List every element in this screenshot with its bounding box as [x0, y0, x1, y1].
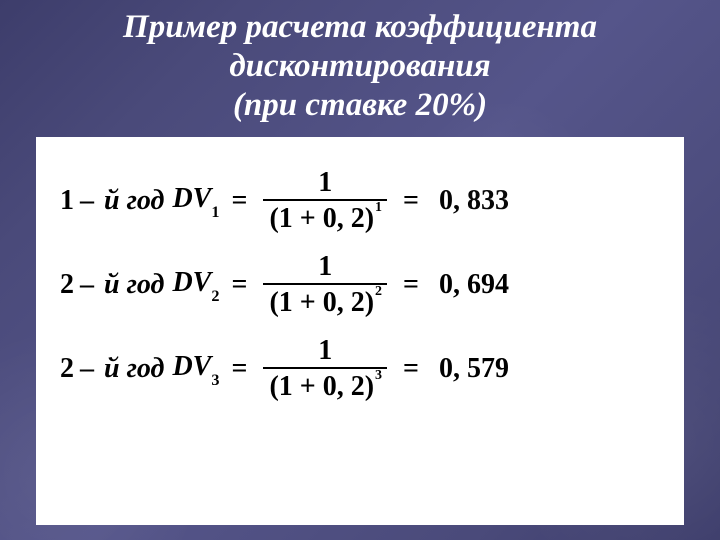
numerator: 1 [312, 253, 338, 283]
numerator: 1 [312, 337, 338, 367]
denominator: (1 + 0, 2)3 [263, 369, 387, 401]
numerator: 1 [312, 169, 338, 199]
equals-sign: = [403, 187, 419, 215]
equals-sign: = [231, 355, 247, 383]
title-line-3: (при ставке 20%) [233, 87, 487, 123]
slide-title: Пример расчета коэффициента дисконтирова… [0, 0, 720, 135]
year-number: 1 [60, 187, 74, 215]
dv-symbol: DV2 [172, 269, 219, 301]
year-number: 2 [60, 355, 74, 383]
dv-symbol: DV1 [172, 185, 219, 217]
formula-panel: 1 – й год DV1 = 1 (1 + 0, 2)1 = 0, 833 2… [36, 137, 684, 525]
equals-sign: = [403, 271, 419, 299]
fraction: 1 (1 + 0, 2)2 [263, 253, 387, 317]
dv-symbol: DV3 [172, 353, 219, 385]
formula-row: 2 – й год DV3 = 1 (1 + 0, 2)3 = 0, 579 [60, 337, 674, 401]
dash: – [80, 355, 94, 383]
year-lead: 2 – й год [60, 271, 164, 299]
equals-sign: = [231, 271, 247, 299]
year-label: й год [104, 355, 164, 383]
title-line-2: дисконтирования [229, 48, 490, 84]
year-number: 2 [60, 271, 74, 299]
result-value: 0, 694 [439, 271, 509, 299]
formula-row: 2 – й год DV2 = 1 (1 + 0, 2)2 = 0, 694 [60, 253, 674, 317]
year-label: й год [104, 271, 164, 299]
denominator: (1 + 0, 2)1 [263, 201, 387, 233]
fraction: 1 (1 + 0, 2)1 [263, 169, 387, 233]
equals-sign: = [231, 187, 247, 215]
year-lead: 1 – й год [60, 187, 164, 215]
year-label: й год [104, 187, 164, 215]
fraction: 1 (1 + 0, 2)3 [263, 337, 387, 401]
dash: – [80, 187, 94, 215]
result-value: 0, 579 [439, 355, 509, 383]
year-lead: 2 – й год [60, 355, 164, 383]
result-value: 0, 833 [439, 187, 509, 215]
denominator: (1 + 0, 2)2 [263, 285, 387, 317]
dash: – [80, 271, 94, 299]
equals-sign: = [403, 355, 419, 383]
formula-row: 1 – й год DV1 = 1 (1 + 0, 2)1 = 0, 833 [60, 169, 674, 233]
title-line-1: Пример расчета коэффициента [123, 9, 597, 45]
